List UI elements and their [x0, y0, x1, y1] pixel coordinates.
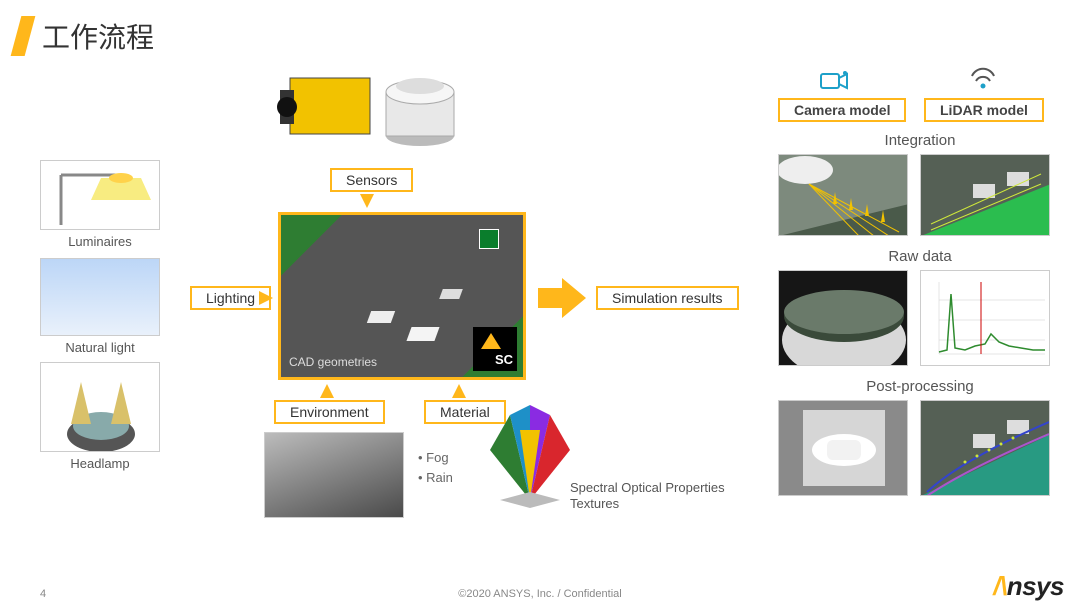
camera-model-box: Camera model	[778, 98, 906, 122]
bullet-fog: • Fog	[418, 450, 449, 465]
post-cam-image	[778, 400, 908, 496]
sensors-box: Sensors	[330, 168, 413, 192]
central-cad-panel: CAD geometries SC	[278, 212, 526, 380]
rawdata-lidar-chart	[920, 270, 1050, 366]
sensors-image	[270, 56, 470, 156]
big-arrow-icon	[538, 278, 588, 323]
material-caption-2: Textures	[570, 496, 760, 511]
wifi-icon	[968, 66, 998, 92]
luminaires-caption: Luminaires	[40, 234, 160, 249]
title-accent	[11, 16, 36, 56]
bullet-rain-label: Rain	[426, 470, 453, 485]
footer-copyright: ©2020 ANSYS, Inc. / Confidential	[0, 588, 1080, 600]
slide: 工作流程 Luminaires Natural light Headlamp S…	[0, 0, 1080, 608]
bullet-rain: • Rain	[418, 470, 453, 485]
integration-caption: Integration	[780, 132, 1060, 149]
arrow-sensors-down	[360, 194, 374, 208]
integration-lidar-image	[920, 154, 1050, 236]
page-title: 工作流程	[42, 16, 154, 56]
simulation-results-box: Simulation results	[596, 286, 739, 310]
camera-icon	[820, 70, 848, 92]
natural-light-image	[40, 258, 160, 336]
postprocessing-caption: Post-processing	[780, 378, 1060, 395]
integration-cam-image	[778, 154, 908, 236]
rawdata-cam-image	[778, 270, 908, 366]
material-caption-1: Spectral Optical Properties	[570, 480, 760, 495]
cad-geometries-label: CAD geometries	[289, 355, 377, 369]
title-bar: 工作流程	[16, 16, 154, 56]
fog-image	[264, 432, 404, 518]
luminaire-image	[40, 160, 160, 230]
road-scene: CAD geometries SC	[281, 215, 523, 377]
arrow-mat-up	[452, 384, 466, 398]
arrow-env-up	[320, 384, 334, 398]
lidar-model-box: LiDAR model	[924, 98, 1044, 122]
arrow-lighting-right	[259, 291, 273, 305]
natural-light-caption: Natural light	[40, 340, 160, 355]
bullet-fog-label: Fog	[426, 450, 448, 465]
environment-box: Environment	[274, 400, 385, 424]
headlamp-caption: Headlamp	[40, 456, 160, 471]
ansys-logo: /\nsys	[993, 571, 1064, 602]
sc-badge: SC	[473, 327, 517, 371]
rawdata-caption: Raw data	[780, 248, 1060, 265]
headlamp-image	[40, 362, 160, 452]
post-lidar-image	[920, 400, 1050, 496]
